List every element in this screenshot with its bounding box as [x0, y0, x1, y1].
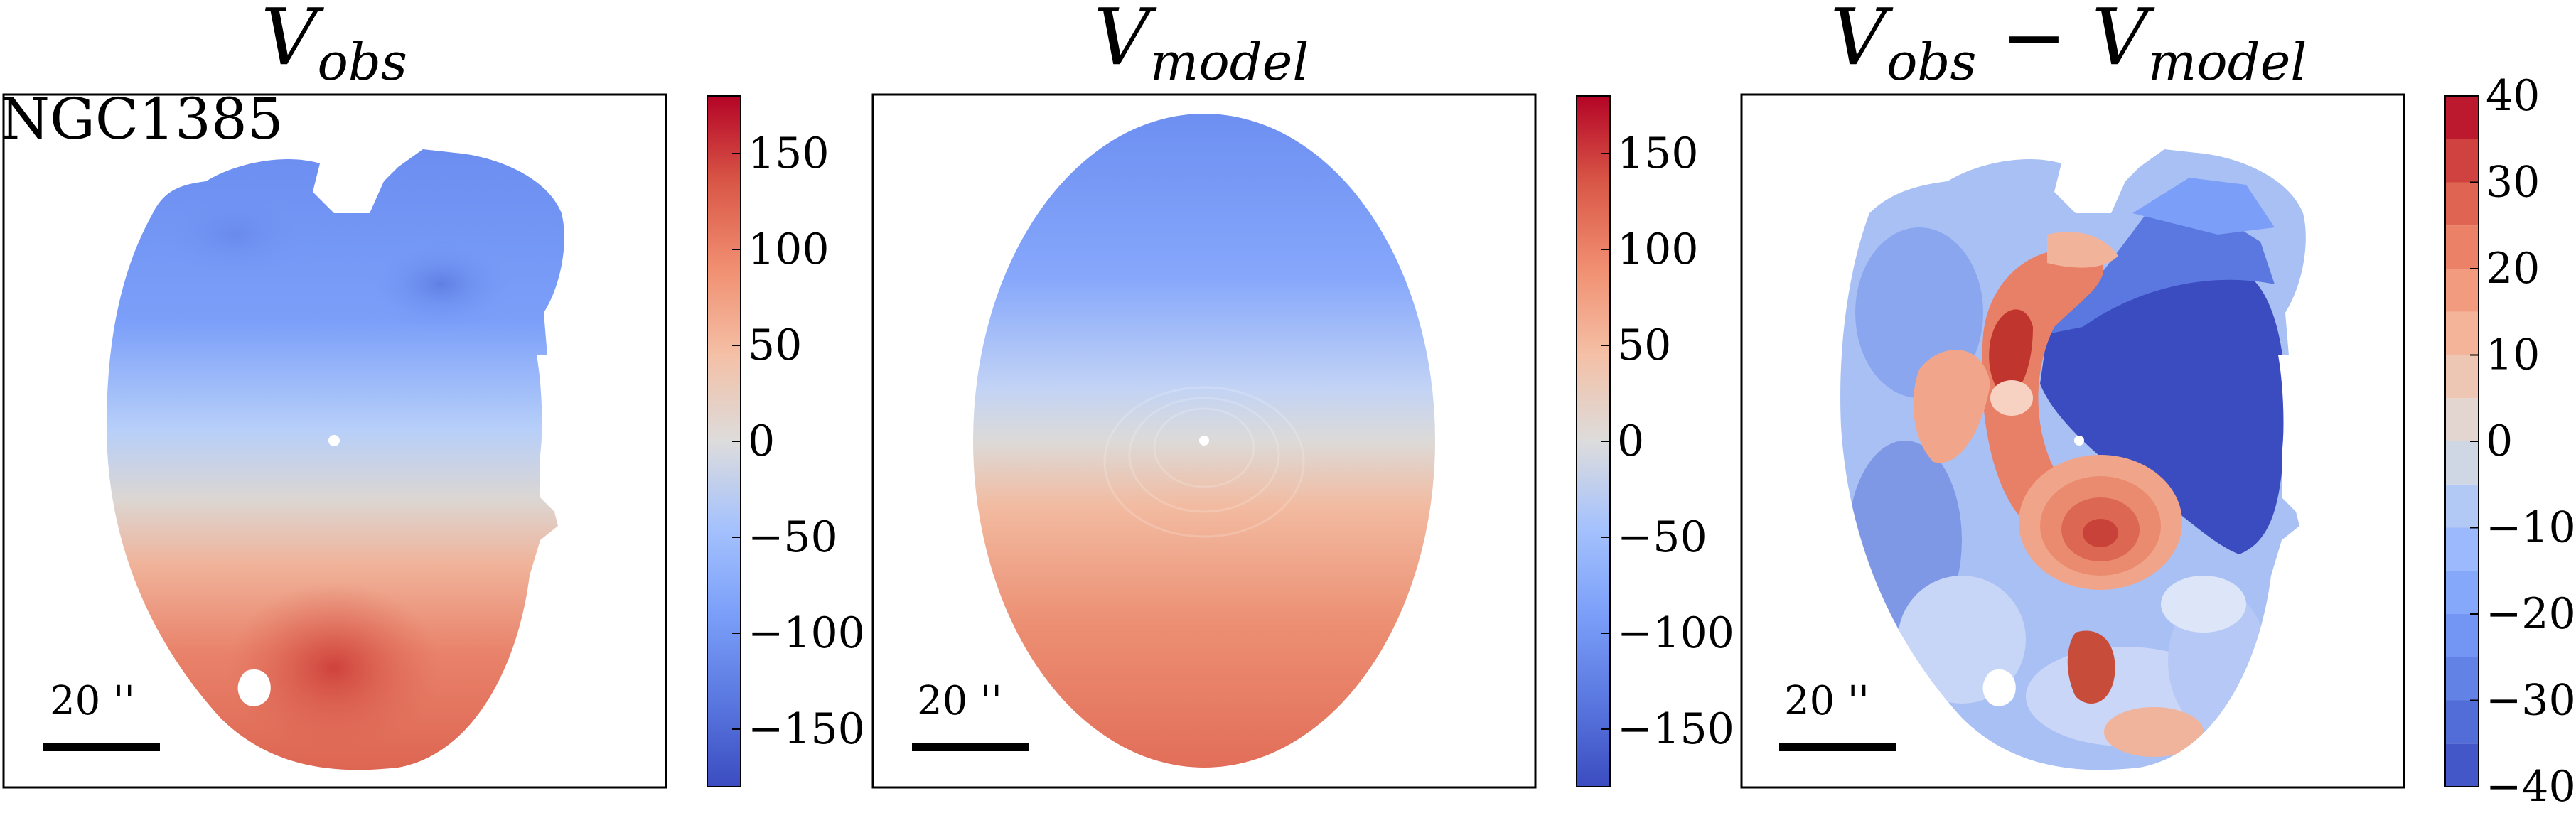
colorbar-tick-label: 0 [1617, 416, 1644, 466]
colorbar-level [2445, 398, 2479, 441]
velocity-field-vobs [107, 149, 564, 770]
colorbar-tick-label: −30 [2486, 676, 2576, 726]
colorbar-tick-label: −40 [2486, 762, 2576, 812]
panel-vmodel: Vmodel 20 '' −150 −100 −50 0 50 100 150 [871, 0, 1734, 789]
colorbar-tick-label: −100 [1617, 608, 1734, 658]
colorbar-level [2445, 311, 2479, 355]
scalebar-label-residual: 20 '' [1784, 678, 1869, 724]
colorbar-tick-label: −150 [748, 704, 865, 754]
colorbar-level [2445, 225, 2479, 269]
colorbar-level [2445, 657, 2479, 701]
colorbar-tick-label: 10 [2486, 330, 2540, 380]
colorbar-tick-label: −10 [2486, 503, 2576, 553]
panel-residual: Vobs − Vmodel [1740, 0, 2576, 812]
colorbar-level [2445, 614, 2479, 657]
colorbar-tick-label: 100 [1617, 225, 1699, 274]
colorbar-tick-label: 50 [748, 321, 802, 370]
center-hole-residual [2074, 436, 2084, 446]
colorbar-ticks-vobs: −150 −100 −50 0 50 100 150 [732, 129, 865, 754]
colorbar-residual [2444, 95, 2479, 787]
colorbar-tick-label: 0 [2486, 416, 2513, 466]
colorbar-tick-label: −150 [1617, 704, 1734, 754]
colorbar-level [2445, 355, 2479, 399]
colorbar-level [2445, 182, 2479, 226]
colorbar-level [2445, 441, 2479, 485]
colorbar-tick-label: 150 [748, 129, 830, 178]
colorbar-level [2445, 527, 2479, 571]
colorbar-level [2445, 484, 2479, 528]
colorbar-level [2445, 700, 2479, 744]
panel-title-vobs: Vobs [261, 0, 407, 92]
colorbar-tick-label: −50 [1617, 512, 1707, 562]
colorbar-tick-label: −50 [748, 512, 838, 562]
colorbar-tick-label: −100 [748, 608, 865, 658]
colorbar-tick-label: 0 [748, 416, 775, 466]
colorbar-tick-label: 150 [1617, 129, 1699, 178]
data-gap-residual [1982, 669, 2016, 706]
scalebar-vobs [43, 743, 160, 751]
panel-title-residual: Vobs − Vmodel [1830, 0, 2307, 92]
center-hole-vmodel [1199, 436, 1209, 446]
scalebar-vmodel [912, 743, 1029, 751]
colorbar-level [2445, 571, 2479, 614]
scalebar-residual [1779, 743, 1896, 751]
colorbar-level [2445, 269, 2479, 312]
colorbar-level [2445, 139, 2479, 183]
galaxy-name-label: NGC1385 [0, 86, 284, 152]
scalebar-label-vmodel: 20 '' [917, 678, 1002, 724]
colorbar-tick-label: 20 [2486, 244, 2540, 294]
scalebar-label-vobs: 20 '' [50, 678, 135, 724]
center-hole-vobs [328, 435, 340, 446]
colorbar-level [2445, 743, 2479, 787]
colorbar-level [2445, 96, 2479, 139]
model-ring-artifacts [1103, 386, 1305, 538]
colorbar-ticks-vmodel: −150 −100 −50 0 50 100 150 [1601, 129, 1734, 754]
colorbar-ticks-residual: −40 −30 −20 −10 0 10 20 30 40 [2470, 71, 2576, 812]
colorbar-tick-label: −20 [2486, 589, 2576, 639]
residual-field [1840, 149, 2306, 770]
colorbar-tick-label: 30 [2486, 158, 2540, 208]
panel-title-vmodel: Vmodel [1094, 0, 1309, 92]
colorbar-tick-label: 100 [748, 225, 830, 274]
data-gap-vobs [237, 669, 271, 706]
colorbar-tick-label: 40 [2486, 71, 2540, 121]
panel-vobs: Vobs NGC1385 20 '' −150 −100 −50 0 50 100 150 [0, 0, 865, 789]
colorbar-tick-label: 50 [1617, 321, 1671, 370]
